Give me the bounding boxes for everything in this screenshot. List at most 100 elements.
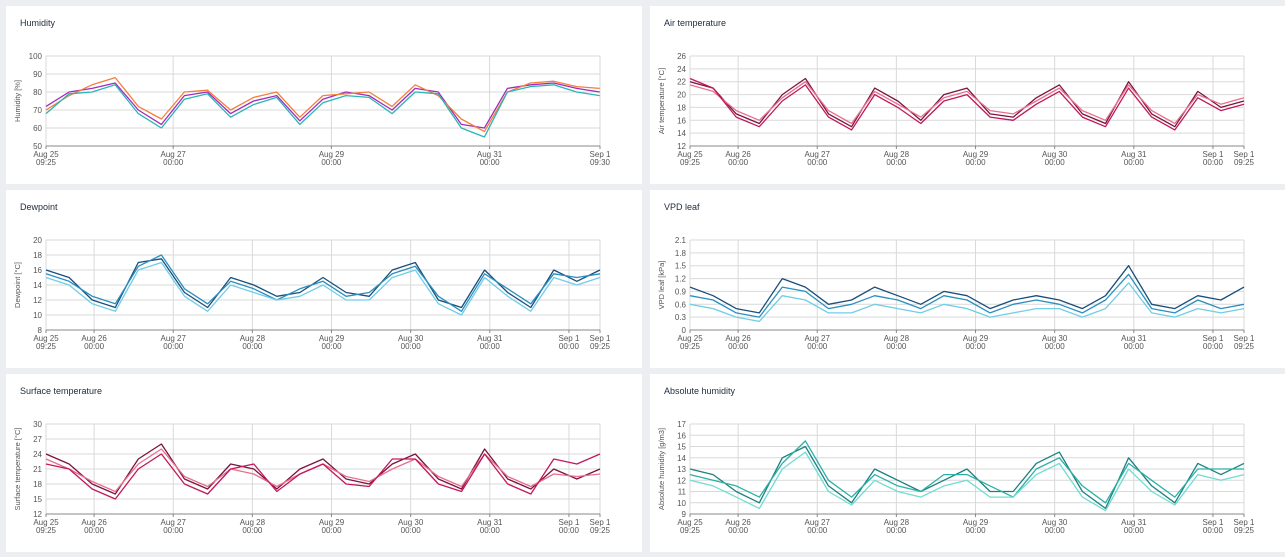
chart: Absolute humidity Absolute humidity [g/m3… (657, 386, 1255, 535)
chart-title: Humidity (20, 18, 56, 28)
x-tick-label: 09:25 (590, 342, 611, 351)
y-axis-label: Surface temperature [°C] (13, 427, 22, 510)
y-tick-label: 12 (677, 476, 686, 485)
chart-title: Dewpoint (20, 202, 58, 212)
x-tick-label: 00:00 (1045, 342, 1066, 351)
y-tick-label: 17 (677, 420, 686, 429)
x-tick-label: Aug 28 (884, 150, 910, 159)
x-tick-label: Aug 26 (725, 150, 751, 159)
y-tick-label: 18 (33, 480, 42, 489)
x-tick-label: Sep 1 (590, 150, 611, 159)
x-tick-label: 00:00 (480, 342, 501, 351)
y-tick-label: 20 (33, 236, 42, 245)
x-tick-label: Aug 25 (33, 518, 59, 527)
x-tick-label: 09:25 (680, 526, 701, 535)
x-tick-label: Aug 27 (805, 518, 831, 527)
x-tick-label: Aug 31 (477, 518, 503, 527)
x-tick-label: 00:00 (966, 526, 987, 535)
y-tick-label: 16 (33, 266, 42, 275)
x-tick-label: 00:00 (322, 342, 343, 351)
x-tick-label: Sep 1 (1234, 150, 1255, 159)
chart-title: Air temperature (664, 18, 726, 28)
y-tick-label: 80 (33, 88, 42, 97)
y-tick-label: 2.1 (675, 236, 687, 245)
y-tick-label: 10 (33, 311, 42, 320)
y-axis-label: Humidity [%] (13, 80, 22, 122)
chart-panel: Humidity Humidity [%] 50 60 70 80 90 100 Aug 25 0… (6, 6, 642, 184)
x-tick-label: Aug 29 (963, 334, 989, 343)
chart-panel: Absolute humidity Absolute humidity [g/m3… (650, 374, 1285, 552)
series-line (45, 82, 600, 129)
x-tick-label: 00:00 (886, 342, 907, 351)
x-tick-label: 00:00 (728, 526, 749, 535)
x-tick-label: Aug 25 (677, 334, 703, 343)
chart-title: Surface temperature (20, 386, 102, 396)
x-tick-label: Aug 29 (319, 334, 345, 343)
y-tick-label: 0.3 (675, 313, 687, 322)
x-tick-label: Aug 31 (1121, 518, 1147, 527)
chart-panel: VPD leaf VPD leaf [kPa] 0 0.3 0.6 0.9 1.2 1.5 1.… (650, 190, 1285, 368)
chart-title: VPD leaf (664, 202, 700, 212)
y-tick-label: 24 (33, 450, 42, 459)
y-tick-label: 9 (682, 510, 687, 519)
y-tick-label: 1.8 (675, 249, 687, 258)
x-tick-label: Aug 26 (81, 518, 107, 527)
x-tick-label: Aug 31 (477, 150, 503, 159)
x-tick-label: Sep 1 (1234, 518, 1255, 527)
y-tick-label: 14 (677, 454, 686, 463)
x-tick-label: 09:25 (680, 158, 701, 167)
y-tick-label: 14 (33, 281, 42, 290)
x-tick-label: 00:00 (1124, 526, 1145, 535)
series-line (45, 76, 600, 133)
x-tick-label: Aug 28 (884, 334, 910, 343)
series-line (689, 445, 1245, 510)
x-tick-label: Aug 27 (805, 334, 831, 343)
x-tick-label: 09:25 (680, 342, 701, 351)
x-tick-label: Sep 1 (558, 334, 579, 343)
y-tick-label: 30 (33, 420, 42, 429)
x-tick-label: 00:00 (242, 526, 263, 535)
x-tick-label: 00:00 (1045, 158, 1066, 167)
x-tick-label: 00:00 (728, 342, 749, 351)
x-tick-label: Aug 25 (677, 518, 703, 527)
y-tick-label: 70 (33, 106, 42, 115)
x-tick-label: 00:00 (1124, 342, 1145, 351)
x-tick-label: Aug 25 (33, 150, 59, 159)
y-tick-label: 22 (677, 78, 686, 87)
series-line (45, 84, 600, 138)
x-tick-label: Aug 29 (963, 518, 989, 527)
x-tick-label: Aug 27 (805, 150, 831, 159)
y-tick-label: 1.2 (675, 275, 687, 284)
x-tick-label: 00:00 (322, 526, 343, 535)
x-tick-label: Aug 25 (677, 150, 703, 159)
series-line (45, 448, 601, 493)
series-line (689, 451, 1245, 512)
x-tick-label: Sep 1 (590, 518, 611, 527)
series-line (45, 261, 601, 316)
y-tick-label: 1.5 (675, 262, 687, 271)
x-tick-label: Aug 30 (1042, 518, 1068, 527)
y-tick-label: 14 (677, 129, 686, 138)
series-line (45, 453, 601, 500)
series-line (45, 443, 601, 495)
y-axis-label: Air temperature [°C] (657, 68, 666, 134)
x-tick-label: 00:00 (966, 342, 987, 351)
x-tick-label: 00:00 (1203, 342, 1224, 351)
x-tick-label: Aug 29 (319, 150, 345, 159)
chart: VPD leaf VPD leaf [kPa] 0 0.3 0.6 0.9 1.2 1.5 1.… (657, 202, 1255, 351)
x-tick-label: 00:00 (84, 526, 105, 535)
x-tick-label: Aug 30 (1042, 150, 1068, 159)
x-tick-label: Aug 29 (319, 518, 345, 527)
y-axis-label: Absolute humidity [g/m3] (657, 428, 666, 510)
x-tick-label: 09:30 (590, 158, 611, 167)
y-tick-label: 13 (677, 465, 686, 474)
y-tick-label: 24 (677, 65, 686, 74)
y-tick-label: 21 (33, 465, 42, 474)
x-tick-label: Aug 27 (160, 150, 186, 159)
x-tick-label: Aug 31 (1121, 334, 1147, 343)
x-tick-label: 00:00 (559, 526, 580, 535)
x-tick-label: 00:00 (966, 158, 987, 167)
x-tick-label: 00:00 (163, 526, 184, 535)
x-tick-label: Aug 29 (963, 150, 989, 159)
x-tick-label: Aug 26 (725, 518, 751, 527)
